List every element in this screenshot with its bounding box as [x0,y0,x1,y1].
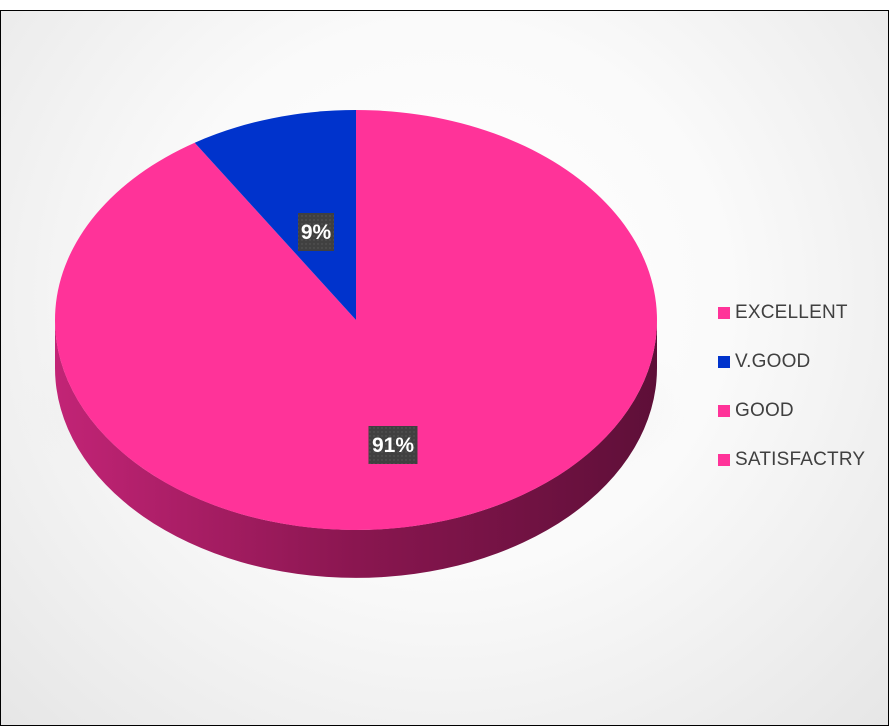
legend: EXCELLENT V.GOOD GOOD SATISFACTRY [718,301,865,472]
legend-item-good: GOOD [718,399,865,423]
data-label-text: 91% [372,434,414,457]
legend-label-good: GOOD [735,400,794,421]
data-label-excellent: 91% [368,426,418,464]
legend-swatch-satisfactry [718,454,730,466]
legend-item-v-good: V.GOOD [718,350,865,374]
legend-label-v-good: V.GOOD [735,351,811,372]
data-label-v-good: 9% [298,213,334,251]
legend-label-satisfactry: SATISFACTRY [735,449,866,470]
legend-label-excellent: EXCELLENT [735,302,848,323]
legend-swatch-excellent [718,307,730,319]
pie-side-wall [55,320,657,578]
legend-item-excellent: EXCELLENT [718,301,865,325]
legend-item-satisfactry: SATISFACTRY [718,448,865,472]
data-label-box [368,426,418,464]
pie-slice-excellent [54,110,657,530]
legend-swatch-good [718,405,730,417]
chart-area: 91% 9% EXCELLENT V.GOOD GOOD SATISFACTRY [0,10,889,726]
data-label-text: 9% [301,221,332,244]
pie-chart: 91% 9% [15,110,697,578]
legend-swatch-v-good [718,356,730,368]
pie-slice-v-good [194,110,356,320]
data-label-box [298,213,334,251]
